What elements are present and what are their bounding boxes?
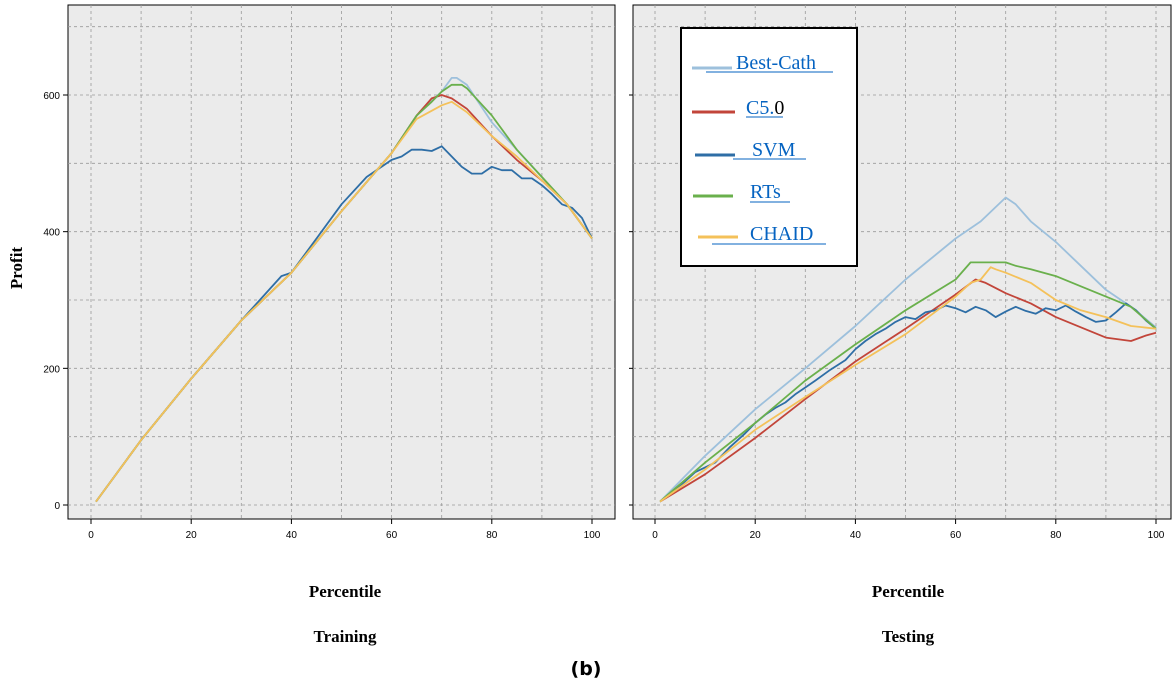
training-gridlines (68, 5, 615, 519)
y-tick-label: 200 (43, 364, 60, 375)
legend-item-svm: SVM (695, 139, 806, 161)
testing-ticks: 0 20 40 60 80 100 (629, 94, 1165, 541)
x-tick-label: 40 (286, 530, 298, 541)
x-tick-label: 0 (88, 530, 94, 541)
legend-item-rts: RTs (693, 181, 790, 203)
x-tick-label: 20 (186, 530, 198, 541)
x-tick-label: 60 (386, 530, 398, 541)
series-line-best-cath (659, 196, 1157, 503)
training-series (95, 77, 593, 503)
y-tick-label: 400 (43, 228, 60, 239)
training-panel-label: Training (314, 627, 377, 646)
legend-item-c50: C5.0 (692, 97, 784, 119)
legend-label-rts: RTs (750, 181, 781, 203)
testing-series (659, 196, 1157, 503)
y-tick-label: 0 (54, 501, 60, 512)
x-tick-label: 0 (652, 530, 658, 541)
x-tick-label: 100 (584, 530, 601, 541)
series-line-c5-0 (659, 278, 1157, 503)
x-tick-label: 60 (950, 530, 962, 541)
legend-item-chaid: CHAID (698, 223, 826, 245)
training-x-axis-title: Percentile (309, 582, 382, 601)
legend-label-c50: C5.0 (746, 97, 784, 119)
x-tick-label: 20 (750, 530, 762, 541)
training-panel: 0 20 40 60 80 100 0 200 400 600 Profit Percentile… (7, 4, 616, 646)
x-tick-label: 100 (1148, 530, 1165, 541)
legend-label-best-cath: Best-Cath (736, 52, 816, 74)
series-line-chaid (95, 100, 593, 503)
legend-item-best-cath: Best-Cath (692, 52, 833, 74)
x-tick-label: 80 (486, 530, 498, 541)
testing-x-axis-title: Percentile (872, 582, 945, 601)
training-ticks: 0 20 40 60 80 100 0 200 400 600 (43, 91, 600, 541)
figure-caption: (b) (571, 658, 602, 680)
legend-label-chaid: CHAID (750, 223, 813, 245)
x-tick-label: 80 (1050, 530, 1062, 541)
y-tick-label: 600 (43, 91, 60, 102)
x-tick-label: 40 (850, 530, 862, 541)
legend-label-svm: SVM (752, 139, 796, 161)
y-axis-title: Profit (7, 247, 26, 290)
legend: Best-Cath C5.0 SVM RTs (680, 27, 858, 267)
testing-panel: 0 20 40 60 80 100 Percentile Testing Best-Cat… (629, 4, 1172, 646)
series-line-rts (659, 261, 1157, 503)
training-plot-background (67, 4, 616, 520)
series-line-chaid (659, 266, 1157, 503)
testing-panel-label: Testing (882, 627, 935, 646)
